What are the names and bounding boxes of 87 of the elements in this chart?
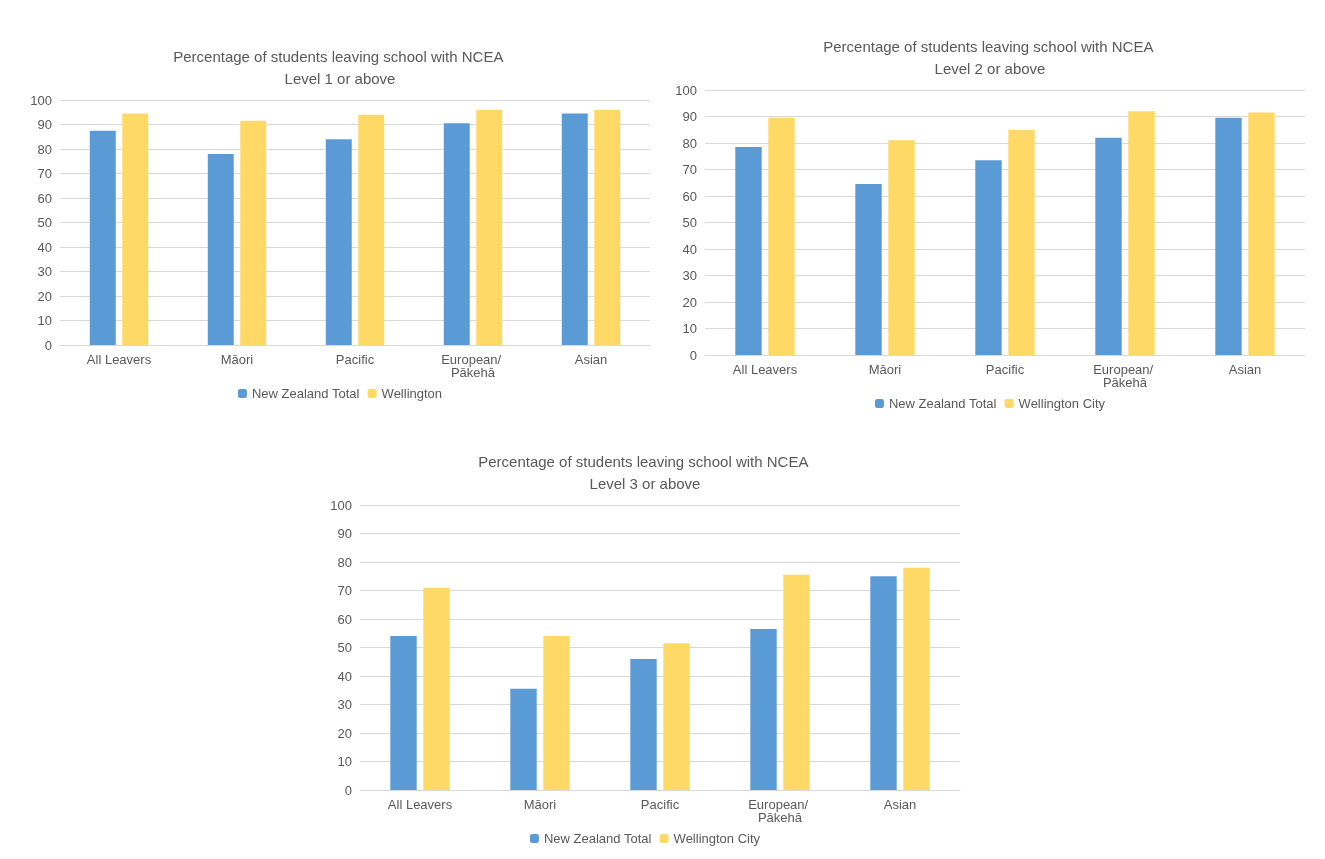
bar <box>443 123 470 345</box>
x-tick-label: Asian <box>1228 362 1262 377</box>
y-tick-label: 10 <box>682 321 697 336</box>
y-tick-label: 100 <box>30 92 52 108</box>
y-tick-label: 90 <box>37 117 52 132</box>
x-tick-label: European/ Pākehā <box>1093 362 1157 390</box>
x-tick-label: Asian <box>574 352 608 367</box>
y-tick-label: 30 <box>37 264 52 279</box>
x-tick-label: Pacific <box>985 362 1025 377</box>
x-tick-label: Māori <box>220 352 254 367</box>
y-tick-label: 50 <box>37 215 52 230</box>
y-tick-label: 20 <box>682 294 697 310</box>
y-tick-label: 50 <box>682 215 697 230</box>
x-tick-label: All Leavers <box>732 362 798 377</box>
bar <box>903 567 930 790</box>
bar <box>888 140 915 355</box>
bar <box>423 587 450 790</box>
x-tick-label: Māori <box>868 362 902 377</box>
bar <box>1215 117 1242 355</box>
legend-label: Wellington City <box>1018 396 1106 411</box>
y-tick-label: 70 <box>337 583 352 598</box>
x-tick-label: All Leavers <box>86 352 152 367</box>
bar <box>750 628 777 790</box>
chart-title: Percentage of students leaving school with NCEA Level 3 or above <box>478 452 812 492</box>
y-tick-label: 40 <box>337 668 352 684</box>
bar <box>122 113 149 345</box>
bar <box>1008 129 1035 355</box>
y-tick-label: 0 <box>344 782 352 798</box>
bar <box>870 576 897 790</box>
x-tick-label: Pacific <box>335 352 375 367</box>
legend-label: New Zealand Total <box>543 831 652 846</box>
bar <box>390 636 417 790</box>
legend-label: Wellington City <box>673 831 761 846</box>
legend-label: Wellington <box>381 386 443 401</box>
y-tick-label: 20 <box>37 288 52 304</box>
bar <box>768 117 795 355</box>
bar <box>783 574 810 790</box>
bar <box>1095 137 1122 355</box>
legend-label: New Zealand Total <box>888 396 997 411</box>
x-tick-label: Pacific <box>640 797 680 812</box>
x-tick-label: European/ Pākehā <box>748 797 812 825</box>
y-tick-label: 90 <box>682 109 697 124</box>
bar <box>358 114 385 345</box>
bar <box>1128 111 1155 355</box>
bar <box>325 139 352 345</box>
bar <box>630 658 657 790</box>
x-tick-label: Asian <box>883 797 917 812</box>
y-tick-label: 10 <box>337 754 352 769</box>
y-tick-label: 90 <box>337 526 352 541</box>
y-tick-label: 70 <box>682 162 697 177</box>
y-tick-label: 10 <box>37 313 52 328</box>
bar <box>89 130 116 345</box>
x-tick-label: Māori <box>523 797 557 812</box>
bar <box>735 146 762 355</box>
y-tick-label: 80 <box>682 135 697 151</box>
bar <box>543 636 570 790</box>
bar <box>594 109 621 345</box>
y-tick-label: 100 <box>675 82 697 98</box>
bar <box>561 113 588 345</box>
y-tick-label: 20 <box>337 725 352 741</box>
y-tick-label: 0 <box>689 347 697 363</box>
y-tick-label: 60 <box>682 188 697 204</box>
y-tick-label: 0 <box>44 337 52 353</box>
bar <box>240 120 267 345</box>
bar <box>855 184 882 355</box>
y-tick-label: 40 <box>37 239 52 255</box>
y-tick-label: 30 <box>682 268 697 283</box>
x-tick-label: European/ Pākehā <box>441 352 505 380</box>
bar <box>663 643 690 790</box>
bar <box>510 688 537 790</box>
bar <box>1248 112 1275 355</box>
y-tick-label: 50 <box>337 640 352 655</box>
y-tick-label: 80 <box>337 554 352 570</box>
bar <box>975 160 1002 355</box>
y-tick-label: 70 <box>37 166 52 181</box>
y-tick-label: 80 <box>37 141 52 157</box>
x-tick-label: All Leavers <box>387 797 453 812</box>
bar <box>476 109 503 345</box>
y-tick-label: 40 <box>682 241 697 257</box>
bar <box>207 153 234 345</box>
y-tick-label: 60 <box>337 611 352 627</box>
chart-title: Percentage of students leaving school with NCEA Level 1 or above <box>173 47 507 87</box>
y-tick-label: 100 <box>330 497 352 513</box>
legend-label: New Zealand Total <box>251 386 360 401</box>
y-tick-label: 60 <box>37 190 52 206</box>
y-tick-label: 30 <box>337 697 352 712</box>
chart-title: Percentage of students leaving school with NCEA Level 2 or above <box>823 37 1157 77</box>
